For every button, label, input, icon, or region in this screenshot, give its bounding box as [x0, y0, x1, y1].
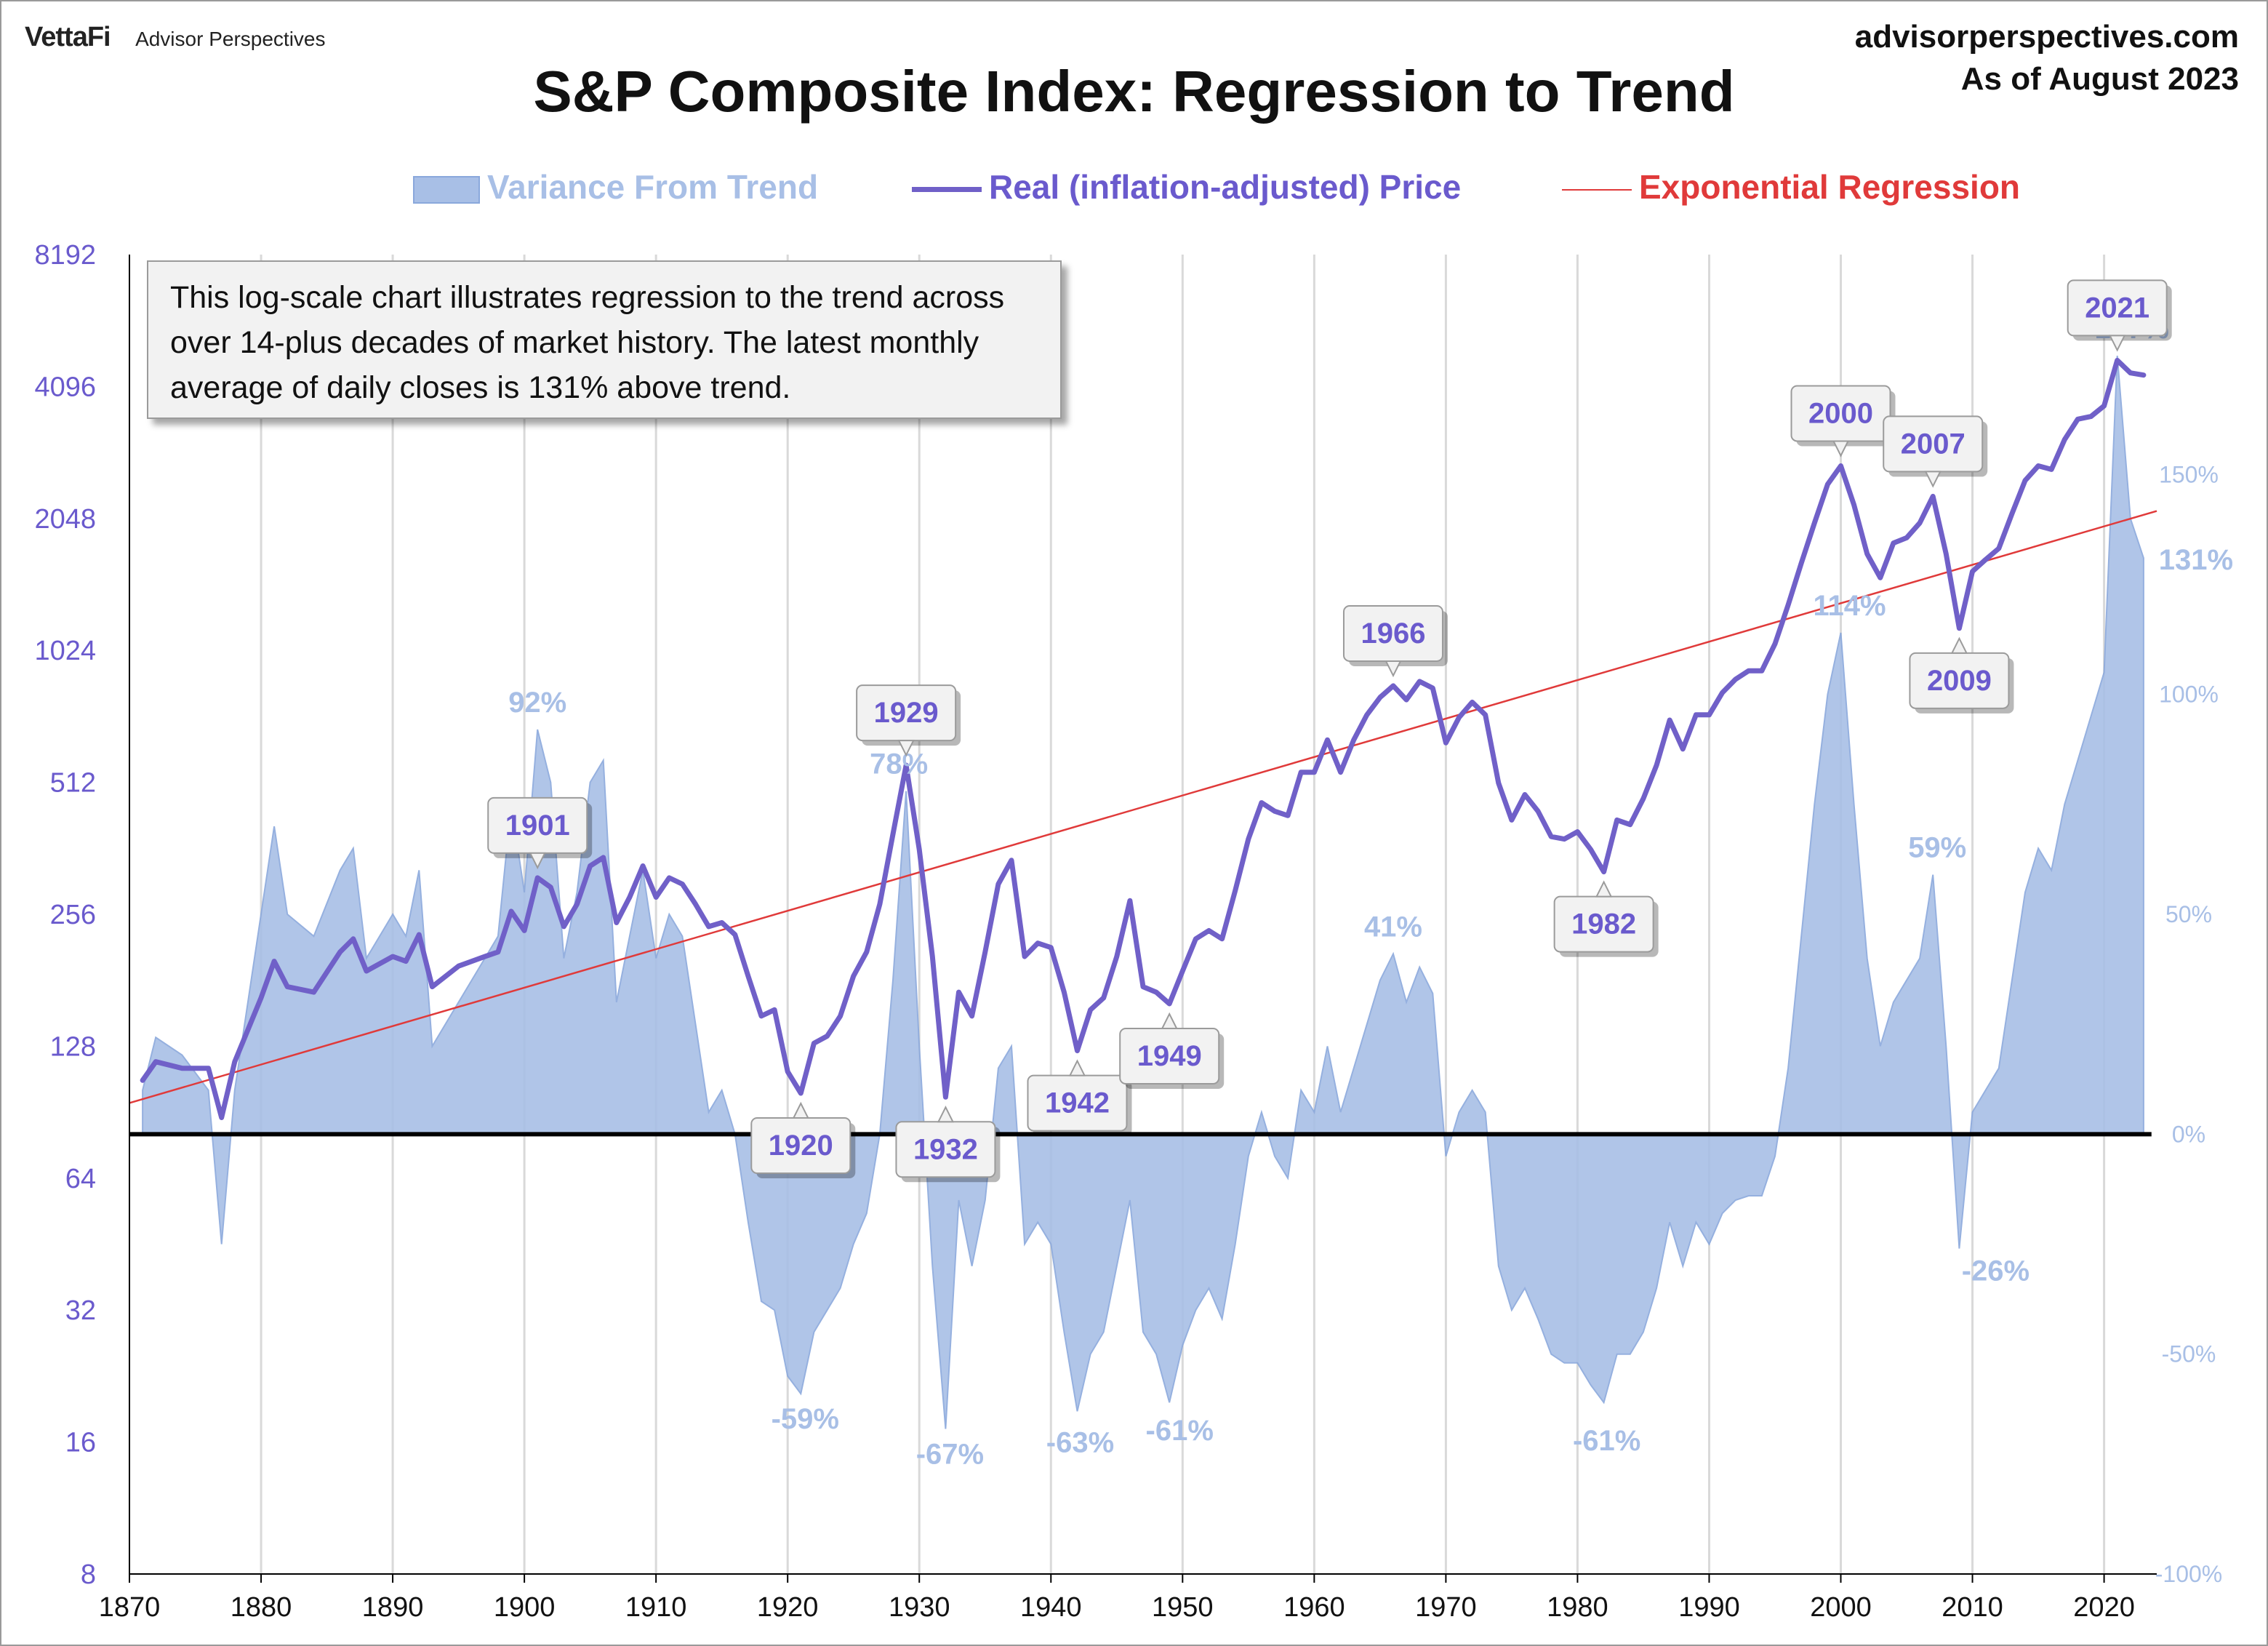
- variance-label: 92%: [508, 687, 566, 719]
- variance-label: -61%: [1146, 1415, 1214, 1447]
- variance-label: -59%: [772, 1403, 839, 1435]
- x-tick-label: 1980: [1547, 1592, 1608, 1623]
- y-left-tick-label: 1024: [34, 636, 96, 666]
- variance-label: -63%: [1046, 1426, 1114, 1458]
- y-right-tick-label: 150%: [2159, 461, 2219, 487]
- x-tick-label: 1900: [494, 1592, 556, 1623]
- callout-pointer: [1832, 440, 1850, 458]
- callout-pointer: [1950, 636, 1968, 654]
- x-tick-label: 1870: [99, 1592, 161, 1623]
- legend-label-variance: Variance From Trend: [487, 168, 819, 206]
- callout-pointer: [1068, 1059, 1086, 1076]
- x-tick-label: 1880: [231, 1592, 292, 1623]
- as-of-date: As of August 2023: [1960, 61, 2239, 97]
- brand-subtitle: Advisor Perspectives: [135, 28, 326, 50]
- callout-label: 1966: [1361, 618, 1425, 650]
- y-left-tick-label: 32: [65, 1295, 96, 1326]
- regression-line: [129, 510, 2157, 1104]
- callout-pointer: [1385, 660, 1402, 678]
- y-left-tick-label: 512: [50, 768, 96, 799]
- callout-label: 1920: [769, 1130, 833, 1162]
- callout-pointer: [1924, 471, 1942, 488]
- y-right-tick-label: 100%: [2159, 682, 2219, 708]
- callout-label: 1932: [913, 1133, 978, 1165]
- legend-item-price: Real (inflation-adjusted) Price: [912, 167, 1461, 207]
- x-tick-label: 1970: [1415, 1592, 1477, 1623]
- legend-item-variance: Variance From Trend: [413, 167, 818, 207]
- callout-label: 1949: [1137, 1040, 1202, 1072]
- variance-label: 114%: [1813, 590, 1886, 622]
- callout-label: 1929: [874, 697, 939, 729]
- callout-pointer: [1595, 880, 1613, 898]
- brand-logo: VettaFi: [25, 22, 111, 52]
- callout-pointer: [897, 740, 915, 757]
- callout-label: 1982: [1571, 908, 1636, 940]
- variance-label: 41%: [1364, 911, 1422, 943]
- brand: VettaFi Advisor Perspectives: [25, 22, 326, 53]
- y-left-tick-label: 256: [50, 900, 96, 930]
- x-tick-label: 1890: [362, 1592, 424, 1623]
- chart-note: This log-scale chart illustrates regress…: [147, 260, 1062, 419]
- y-left-tick-label: 64: [65, 1164, 96, 1194]
- y-left-tick-label: 8192: [34, 240, 96, 271]
- x-tick-label: 1920: [757, 1592, 819, 1623]
- site-url[interactable]: advisorperspectives.com: [1854, 19, 2239, 55]
- callout-pointer: [2109, 335, 2126, 352]
- callout-label: 2000: [1808, 397, 1873, 429]
- callout-label: 2021: [2085, 292, 2149, 324]
- chart-title: S&P Composite Index: Regression to Trend: [533, 59, 1735, 124]
- x-tick-label: 1940: [1020, 1592, 1082, 1623]
- variance-label: -61%: [1573, 1425, 1640, 1457]
- variance-label: 59%: [1908, 832, 1966, 864]
- x-tick-label: 1960: [1283, 1592, 1345, 1623]
- y-right-tick-label: -100%: [2155, 1561, 2223, 1587]
- legend-swatch-regression: [1562, 188, 1632, 191]
- y-left-tick-label: 128: [50, 1031, 96, 1062]
- y-left-tick-label: 8: [81, 1559, 96, 1590]
- site-info: advisorperspectives.com As of August 202…: [1855, 16, 2239, 100]
- variance-label: -67%: [916, 1438, 984, 1470]
- y-right-tick-label: 0%: [2172, 1121, 2205, 1147]
- legend-label-regression: Exponential Regression: [1639, 168, 2021, 206]
- legend: Variance From Trend Real (inflation-adju…: [0, 161, 2268, 212]
- x-tick-label: 1910: [625, 1592, 687, 1623]
- variance-label: -26%: [1962, 1255, 2029, 1287]
- legend-swatch-price: [912, 187, 982, 193]
- callout-label: 2007: [1901, 428, 1966, 460]
- callout-pointer: [1161, 1012, 1178, 1030]
- y-right-tick-label: 50%: [2165, 901, 2212, 927]
- x-tick-label: 1950: [1152, 1592, 1214, 1623]
- variance-label: 78%: [870, 748, 928, 780]
- x-tick-label: 2010: [1942, 1592, 2003, 1623]
- callout-pointer: [937, 1106, 955, 1123]
- price-line: [140, 357, 2147, 1120]
- x-tick-label: 1990: [1678, 1592, 1740, 1623]
- legend-swatch-variance: [413, 175, 480, 204]
- callout-label: 1901: [505, 810, 570, 842]
- variance-label: 131%: [2159, 544, 2233, 576]
- y-left-tick-label: 16: [65, 1428, 96, 1458]
- legend-item-regression: Exponential Regression: [1562, 167, 2020, 207]
- callout-label: 2009: [1927, 665, 1992, 697]
- x-tick-label: 2020: [2073, 1592, 2135, 1623]
- x-tick-label: 2000: [1810, 1592, 1872, 1623]
- x-tick-label: 1930: [889, 1592, 950, 1623]
- callout-pointer: [792, 1101, 809, 1119]
- callout-pointer: [529, 852, 546, 870]
- variance-area: [142, 356, 2144, 1429]
- legend-label-price: Real (inflation-adjusted) Price: [989, 168, 1462, 206]
- y-left-tick-label: 2048: [34, 504, 96, 535]
- callout-label: 1942: [1045, 1087, 1110, 1119]
- y-right-tick-label: -50%: [2162, 1341, 2216, 1367]
- y-left-tick-label: 4096: [34, 372, 96, 402]
